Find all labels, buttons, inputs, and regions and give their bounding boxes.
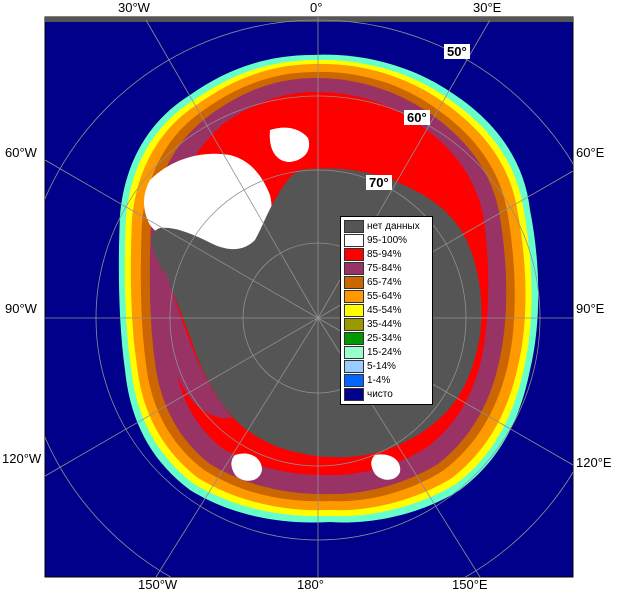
lon-label-120w: 120°W	[2, 451, 42, 466]
legend-item: 85-94%	[344, 248, 401, 261]
legend-item: нет данных	[344, 220, 420, 233]
lon-label-120e: 120°E	[576, 455, 612, 470]
legend-swatch	[344, 304, 364, 317]
legend-label: 75-84%	[367, 263, 402, 274]
legend-item: 1-4%	[344, 374, 390, 387]
lon-label-30w: 30°W	[118, 0, 150, 15]
ice-purple-coastal	[159, 270, 232, 419]
graticule-meridian-120w	[45, 317, 319, 477]
legend-label: 95-100%	[367, 235, 408, 246]
legend-swatch	[344, 318, 364, 331]
legend-item: 65-74%	[344, 276, 401, 289]
lon-label-60w: 60°W	[5, 145, 37, 160]
legend-item: 15-24%	[344, 346, 401, 359]
lon-label-180: 180°	[297, 577, 324, 592]
lon-label-90e: 90°E	[576, 301, 605, 316]
lon-label-150e: 150°E	[452, 577, 488, 592]
legend-item: 45-54%	[344, 304, 401, 317]
lon-label-60e: 60°E	[576, 145, 605, 160]
legend-label: 85-94%	[367, 249, 402, 260]
legend-swatch	[344, 248, 364, 261]
legend-label: 1-4%	[367, 375, 391, 386]
legend-swatch	[344, 360, 364, 373]
ice-white-patch-3	[371, 454, 401, 480]
lon-label-150w: 150°W	[138, 577, 178, 592]
no-data-strip-top	[45, 17, 573, 22]
legend-swatch	[344, 290, 364, 303]
legend-swatch	[344, 220, 364, 233]
legend-label: 5-14%	[367, 361, 396, 372]
legend-item: 35-44%	[344, 318, 401, 331]
legend-swatch	[344, 332, 364, 345]
legend-label: 15-24%	[367, 347, 402, 358]
graticule-meridian-150w	[155, 317, 319, 577]
legend-item: 75-84%	[344, 262, 401, 275]
ice-white-patch-2	[231, 453, 262, 481]
legend-item: 5-14%	[344, 360, 396, 373]
lat-label-60: 60°	[404, 110, 430, 125]
legend-swatch	[344, 234, 364, 247]
graticule-meridian-30w	[145, 19, 319, 319]
graticule-meridian-60w	[45, 159, 319, 319]
legend-label: 65-74%	[367, 277, 402, 288]
legend-swatch	[344, 388, 364, 401]
legend-item: 55-64%	[344, 290, 401, 303]
lon-label-90w: 90°W	[5, 301, 37, 316]
legend-label: 35-44%	[367, 319, 402, 330]
legend-swatch	[344, 346, 364, 359]
legend-swatch	[344, 374, 364, 387]
legend-swatch	[344, 262, 364, 275]
legend-swatch	[344, 276, 364, 289]
legend-label: 25-34%	[367, 333, 402, 344]
legend-item: чисто	[344, 388, 393, 401]
lon-label-0: 0°	[310, 0, 323, 15]
ice-white-patch-1	[269, 127, 310, 162]
lon-label-30e: 30°E	[473, 0, 502, 15]
lat-label-50: 50°	[444, 44, 470, 59]
legend-label: нет данных	[367, 221, 420, 232]
lat-label-70: 70°	[366, 175, 392, 190]
legend-label: 55-64%	[367, 291, 402, 302]
graticule	[45, 17, 573, 577]
legend-label: чисто	[367, 389, 393, 400]
legend-item: 25-34%	[344, 332, 401, 345]
legend-item: 95-100%	[344, 234, 407, 247]
legend-label: 45-54%	[367, 305, 402, 316]
legend: нет данных 95-100% 85-94% 75-84% 65-74% 55-64…	[340, 216, 433, 405]
